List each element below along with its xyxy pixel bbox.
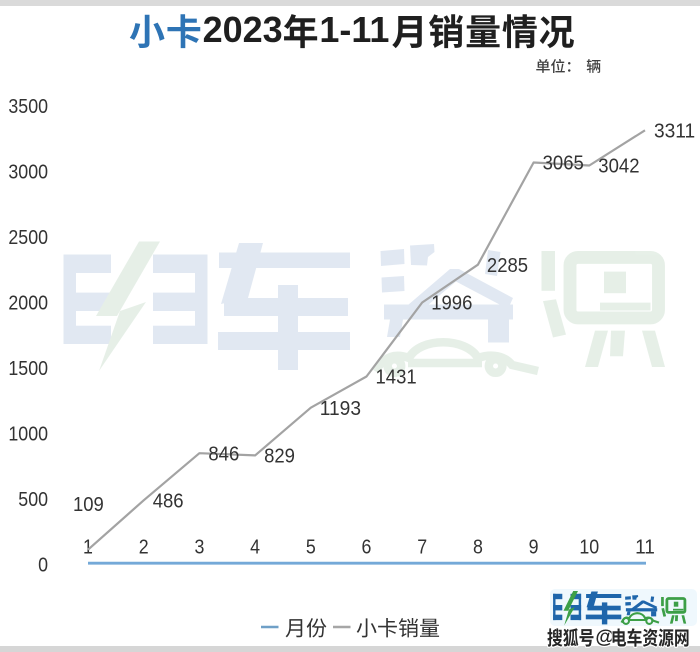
svg-text:6: 6 (362, 535, 372, 558)
svg-text:1431: 1431 (376, 366, 417, 389)
svg-text:9: 9 (529, 535, 539, 558)
svg-text:846: 846 (208, 442, 239, 465)
svg-text:7: 7 (417, 535, 427, 558)
svg-text:1000: 1000 (8, 422, 48, 445)
svg-text:3311: 3311 (654, 120, 695, 143)
svg-text:1: 1 (83, 535, 93, 558)
svg-text:@: @ (595, 626, 614, 648)
svg-text:2000: 2000 (8, 291, 48, 314)
svg-text:5: 5 (306, 535, 316, 558)
svg-text:3500: 3500 (8, 95, 48, 118)
svg-text:1996: 1996 (431, 292, 472, 315)
svg-text:1-11: 1-11 (319, 9, 389, 50)
svg-text:3000: 3000 (8, 160, 48, 183)
svg-text:2: 2 (139, 535, 149, 558)
svg-text:0: 0 (38, 553, 48, 576)
svg-text:486: 486 (153, 490, 184, 513)
svg-text:1193: 1193 (320, 397, 361, 420)
svg-text:1500: 1500 (8, 357, 48, 380)
svg-text:3065: 3065 (543, 152, 584, 175)
svg-text:2023: 2023 (203, 9, 283, 50)
svg-text:8: 8 (473, 535, 483, 558)
svg-text:11: 11 (635, 535, 655, 558)
svg-text:829: 829 (264, 445, 295, 468)
svg-text:2285: 2285 (487, 254, 528, 277)
svg-text:4: 4 (250, 535, 260, 558)
svg-text:109: 109 (73, 493, 104, 516)
svg-text:500: 500 (18, 488, 48, 511)
svg-text:2500: 2500 (8, 226, 48, 249)
svg-text:3042: 3042 (598, 155, 639, 178)
svg-text:3: 3 (194, 535, 204, 558)
svg-text:10: 10 (579, 535, 599, 558)
